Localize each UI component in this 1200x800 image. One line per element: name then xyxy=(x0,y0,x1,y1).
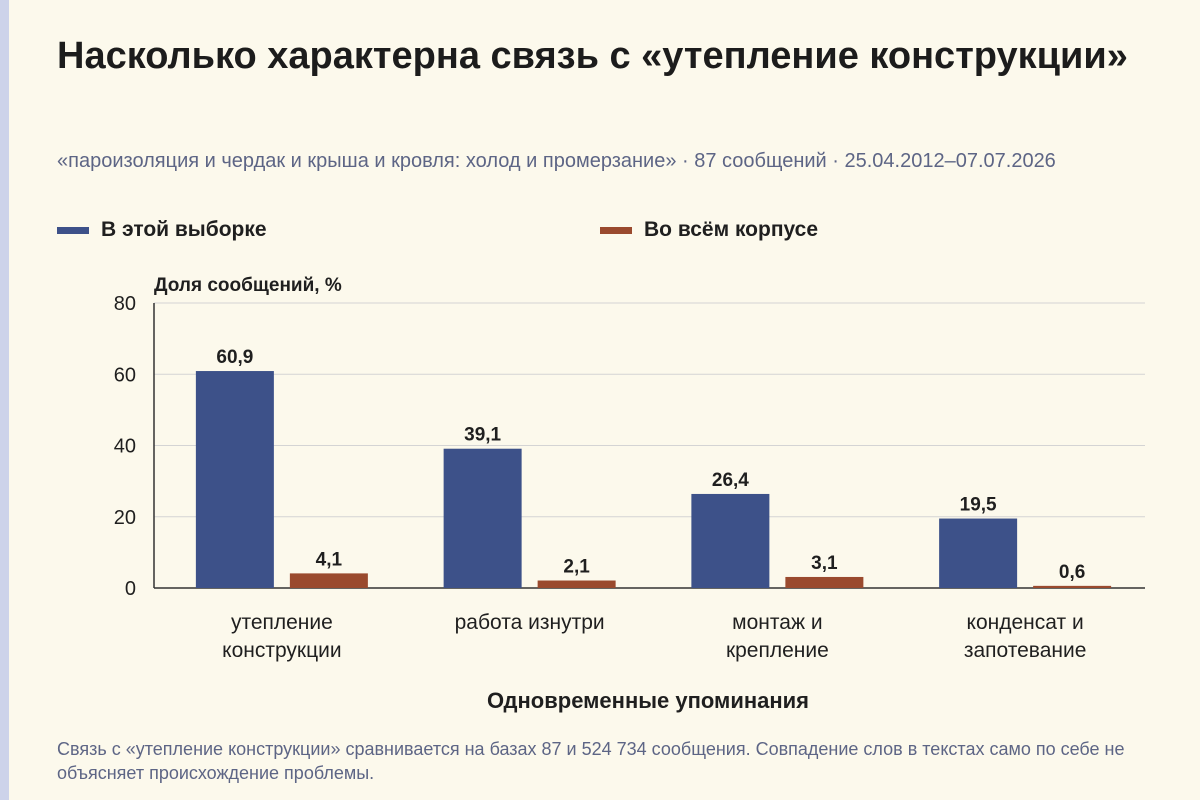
bar-sample xyxy=(443,448,522,588)
bar-corpus xyxy=(785,576,864,588)
footnote: Связь с «утепление конструкции» сравнива… xyxy=(57,739,1125,783)
legend-swatch-sample xyxy=(57,226,89,234)
x-tick-label: утепление конструкции xyxy=(222,611,341,662)
bar-chart: 0 20 40 60 80 60,9 4,1 утепление конструкции 39,1… xyxy=(114,275,1145,713)
legend: В этой выборке Во всём корпусе xyxy=(0,218,1200,248)
bar-value-label: 3,1 xyxy=(811,553,838,574)
y-tick-label: 40 xyxy=(114,436,136,458)
bar-sample xyxy=(195,371,274,588)
bar-sample xyxy=(939,518,1018,588)
legend-swatch-corpus xyxy=(600,226,632,234)
y-tick-label: 80 xyxy=(114,293,136,315)
bar-value-label: 39,1 xyxy=(464,425,501,446)
grid-lines xyxy=(154,302,1145,518)
chart-title: Насколько характерна связь с «утепление … xyxy=(57,35,1128,77)
bar-sample xyxy=(691,493,770,588)
x-axis-label: Одновременные упоминания xyxy=(487,688,809,713)
bar-value-label: 60,9 xyxy=(216,347,253,368)
y-tick-label: 20 xyxy=(114,507,136,529)
bar-value-label: 4,1 xyxy=(316,549,343,570)
x-tick-label: монтаж и крепление xyxy=(726,611,829,662)
y-tick-label: 60 xyxy=(114,364,136,386)
y-tick-label: 0 xyxy=(125,578,136,600)
legend-label-sample: В этой выборке xyxy=(101,218,267,241)
bars xyxy=(195,371,1112,588)
x-tick-label: конденсат и запотевание xyxy=(964,611,1087,662)
legend-item-corpus: Во всём корпусе xyxy=(600,218,818,242)
bar-value-label: 19,5 xyxy=(960,495,997,516)
legend-item-sample: В этой выборке xyxy=(57,218,267,242)
bar-value-label: 26,4 xyxy=(712,470,749,491)
left-accent-stripe xyxy=(0,0,9,800)
bar-value-label: 2,1 xyxy=(563,557,590,578)
bar-corpus xyxy=(537,580,616,588)
chart-subtitle: «пароизоляция и чердак и крыша и кровля:… xyxy=(57,150,1056,172)
y-axis-label: Доля сообщений, % xyxy=(154,275,342,296)
x-tick-label: работа изнутри xyxy=(455,611,605,634)
bar-value-label: 0,6 xyxy=(1059,562,1085,583)
legend-label-corpus: Во всём корпусе xyxy=(644,218,819,241)
bar-corpus xyxy=(289,573,368,588)
bar-corpus xyxy=(1033,585,1112,588)
data-labels: 0 20 40 60 80 60,9 4,1 утепление конструкции 39,1… xyxy=(114,293,1087,662)
